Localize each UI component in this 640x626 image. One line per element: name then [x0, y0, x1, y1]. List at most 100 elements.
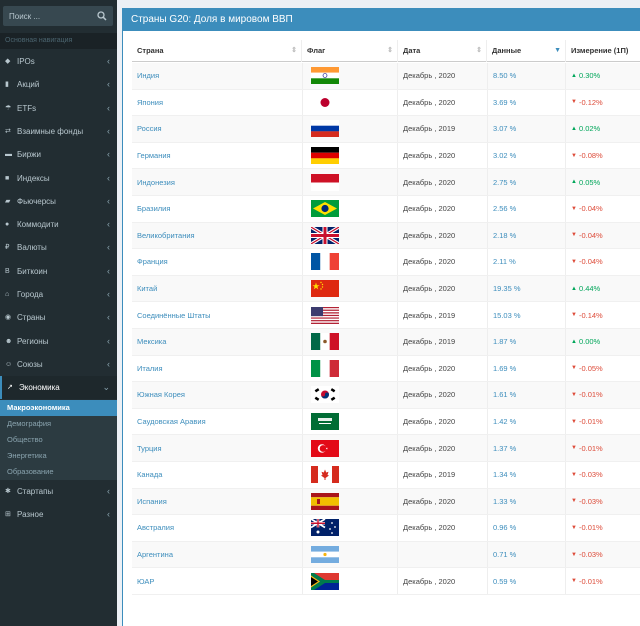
table-row: Испания Декабрь , 2020 1.33 % ▼ -0.03% — [132, 488, 640, 516]
country-link[interactable]: Бразилия — [137, 204, 171, 214]
country-link[interactable]: Германия — [137, 151, 171, 161]
sidebar-item[interactable]: ◆ IPOs ‹ — [0, 50, 117, 73]
sidebar-item[interactable]: ⇄ Взаимные фонды ‹ — [0, 120, 117, 143]
square-icon: ■ — [5, 174, 10, 182]
sidebar-item[interactable]: ▮ Акций ‹ — [0, 73, 117, 96]
country-link[interactable]: ЮАР — [137, 576, 155, 586]
country-link[interactable]: Аргентина — [137, 550, 173, 560]
flag-cell — [302, 382, 398, 408]
sidebar-item[interactable]: ☂ ETFs ‹ — [0, 97, 117, 120]
flag-fr-icon — [311, 253, 339, 271]
sidebar-item[interactable]: ✱ Стартапы ‹ — [0, 480, 117, 503]
data-cell: 0.96 % — [487, 515, 566, 541]
col-change[interactable]: Измерение (1П) — [571, 46, 629, 55]
flag-cell — [302, 515, 398, 541]
table-row: Аргентина 0.71 % ▼ -0.03% — [132, 541, 640, 569]
table-row: Бразилия Декабрь , 2020 2.56 % ▼ -0.04% — [132, 196, 640, 223]
country-link[interactable]: Индия — [137, 71, 160, 81]
submenu-item[interactable]: Макроэкономика — [0, 400, 117, 416]
country-link[interactable]: Испания — [137, 496, 167, 506]
country-link[interactable]: Турция — [137, 443, 162, 453]
sidebar-item[interactable]: ₽ Валюты ‹ — [0, 236, 117, 259]
search-icon[interactable] — [97, 11, 107, 21]
flag-cell — [302, 488, 398, 515]
caret-down-icon: ▼ — [571, 498, 577, 505]
chevron-left-icon: ‹ — [107, 358, 110, 369]
caret-down-icon: ▼ — [571, 578, 577, 585]
country-link[interactable]: Австралия — [137, 523, 175, 533]
col-flag[interactable]: Флаг ⇕ — [302, 40, 398, 62]
sidebar-item[interactable]: B Биткоин ‹ — [0, 260, 117, 283]
country-link[interactable]: Россия — [137, 124, 162, 134]
sort-desc-icon: ▼ — [554, 47, 561, 54]
submenu-item[interactable]: Демография — [7, 419, 52, 428]
country-link[interactable]: Индонезия — [137, 177, 175, 187]
submenu-item[interactable]: Общество — [7, 435, 43, 444]
caret-up-icon: ▲ — [571, 179, 577, 186]
change-cell: ▼ -0.01% — [566, 382, 640, 408]
caret-down-icon: ▼ — [571, 365, 577, 372]
sidebar-item[interactable]: ▰ Фьючерсы ‹ — [0, 190, 117, 213]
change-cell: ▼ -0.05% — [566, 356, 640, 382]
sidebar-item[interactable]: ■ Индексы ‹ — [0, 167, 117, 190]
country-link[interactable]: Великобритания — [137, 230, 195, 240]
flag-cell — [302, 568, 398, 594]
country-link[interactable]: Саудовская Аравия — [137, 417, 206, 427]
change-value: -0.04% — [578, 204, 603, 214]
sidebar-item[interactable]: ● Коммодити ‹ — [0, 213, 117, 236]
chevron-down-icon: ⌄ — [102, 382, 110, 393]
flag-cell — [302, 355, 398, 382]
sidebar-item-label: Биржи — [17, 150, 41, 160]
sidebar-item[interactable]: ⊞ Разное ‹ — [0, 503, 117, 526]
sidebar-item[interactable]: ☻ Регионы ‹ — [0, 330, 117, 353]
sidebar-item-label: Акций — [17, 80, 40, 90]
date-cell: Декабрь , 2020 — [403, 496, 456, 506]
country-link[interactable]: Мексика — [137, 337, 167, 347]
change-value: -0.01% — [578, 390, 603, 400]
sidebar-item[interactable]: ▬ Биржи ‹ — [0, 143, 117, 166]
change-value: -0.04% — [578, 257, 603, 267]
change-cell: ▼ -0.01% — [566, 568, 640, 594]
country-link[interactable]: Южная Корея — [137, 390, 185, 400]
chevron-left-icon: ‹ — [107, 79, 110, 90]
sidebar-item[interactable]: ⌂ Города ‹ — [0, 283, 117, 306]
country-link[interactable]: Соединённые Штаты — [137, 310, 211, 320]
country-link[interactable]: Япония — [137, 97, 164, 107]
submenu-item[interactable]: Энергетика — [7, 451, 47, 460]
caret-up-icon: ▲ — [571, 338, 577, 345]
flag-cell — [302, 169, 398, 195]
sidebar-item[interactable]: ↗ Экономика ⌄ — [0, 376, 117, 400]
date-cell: Декабрь , 2020 — [403, 257, 456, 267]
change-value: -0.04% — [578, 230, 603, 240]
submenu-item[interactable]: Образование — [7, 467, 54, 476]
flag-cell — [302, 275, 398, 302]
country-link[interactable]: Канада — [137, 470, 163, 480]
flag-jp-icon — [311, 93, 339, 111]
col-date[interactable]: Дата ⇕ — [398, 40, 487, 62]
chevron-left-icon: ‹ — [107, 242, 110, 253]
sidebar-item[interactable]: ◉ Страны ‹ — [0, 306, 117, 329]
country-link[interactable]: Италия — [137, 363, 163, 373]
data-cell: 2.56 % — [487, 196, 566, 222]
flag-ca-icon — [311, 466, 339, 484]
sidebar-item-label: Союзы — [17, 359, 43, 369]
col-country[interactable]: Страна ⇕ — [132, 40, 302, 62]
flag-cell — [302, 408, 398, 435]
country-link[interactable]: Китай — [137, 284, 158, 294]
tint-icon: ● — [5, 221, 10, 229]
sidebar-item-label: Страны — [17, 313, 46, 323]
bar-chart-icon: ▮ — [5, 81, 9, 89]
flag-cell — [302, 196, 398, 222]
col-data[interactable]: Данные ▼ — [487, 40, 566, 62]
flag-ar-icon — [311, 546, 339, 564]
search-input[interactable] — [3, 6, 93, 26]
flag-tr-icon — [311, 439, 339, 457]
sort-icon: ⇕ — [387, 47, 393, 54]
flag-au-icon — [311, 519, 339, 537]
flag-mx-icon — [311, 333, 339, 351]
sidebar-item[interactable]: ☺ Союзы ‹ — [0, 353, 117, 376]
data-cell: 3.07 % — [487, 116, 566, 142]
table-row: Германия Декабрь , 2020 3.02 % ▼ -0.08% — [132, 142, 640, 170]
country-link[interactable]: Франция — [137, 257, 168, 267]
flag-za-icon — [311, 572, 339, 590]
